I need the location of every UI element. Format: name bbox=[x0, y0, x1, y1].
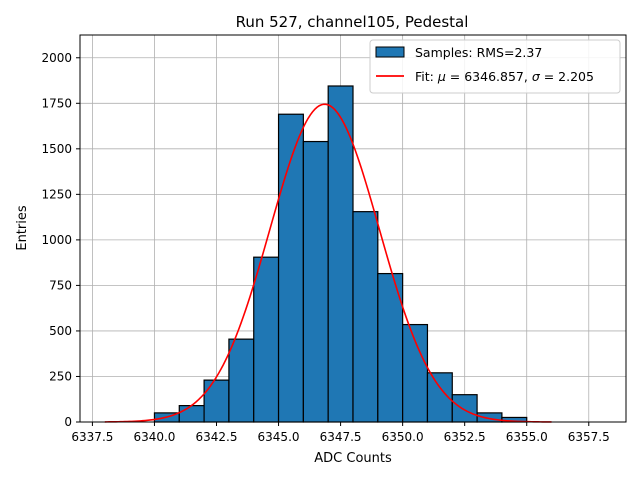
x-tick-label-1: 6340.0 bbox=[133, 430, 175, 444]
histogram-bar-3 bbox=[228, 338, 255, 423]
y-tick-label-7: 1750 bbox=[41, 96, 72, 110]
y-tick-label-2: 500 bbox=[49, 324, 72, 338]
histogram-bar-6 bbox=[302, 140, 329, 423]
histogram-bar-8 bbox=[352, 211, 379, 423]
plot-frame bbox=[79, 34, 627, 423]
legend-fit-mu-value: = 6346.857, bbox=[446, 69, 532, 84]
histogram-bars bbox=[153, 85, 528, 423]
x-tick-label-8: 6357.5 bbox=[568, 430, 610, 444]
histogram-bar-7 bbox=[327, 85, 354, 423]
histogram-bar-5 bbox=[277, 113, 304, 423]
legend-fit-sigma-symbol: σ bbox=[532, 69, 541, 84]
x-axis-ticks: 6337.5 6340.0 6342.5 6345.0 6347.5 6350.0 6352… bbox=[71, 422, 610, 444]
legend-swatch-samples bbox=[375, 46, 405, 58]
y-axis-label: Entries bbox=[15, 205, 30, 251]
histogram-bar-2 bbox=[203, 379, 230, 423]
y-tick-label-0: 0 bbox=[64, 415, 72, 429]
legend-label-fit: Fit: μ = 6346.857, σ = 2.205 bbox=[415, 69, 594, 84]
legend-fit-prefix: Fit: bbox=[415, 69, 438, 84]
legend-fit-sigma-value: = 2.205 bbox=[540, 69, 594, 84]
histogram-bar-1 bbox=[178, 405, 205, 423]
y-tick-label-3: 750 bbox=[49, 278, 72, 292]
y-tick-label-1: 250 bbox=[49, 369, 72, 383]
chart-title: Run 527, channel105, Pedestal bbox=[236, 13, 469, 31]
x-tick-label-4: 6347.5 bbox=[320, 430, 362, 444]
fit-curve-group bbox=[104, 103, 552, 423]
legend: Samples: RMS=2.37 Fit: μ = 6346.857, σ =… bbox=[369, 39, 621, 94]
x-axis-label: ADC Counts bbox=[314, 451, 392, 466]
fit-curve bbox=[104, 103, 552, 423]
x-tick-label-0: 6337.5 bbox=[71, 430, 113, 444]
legend-box bbox=[369, 39, 621, 94]
histogram-bar-12 bbox=[451, 394, 478, 423]
x-tick-label-3: 6345.0 bbox=[258, 430, 300, 444]
y-tick-label-6: 1500 bbox=[41, 142, 72, 156]
y-axis-ticks: 0 250 500 750 1000 1250 1500 1750 2000 bbox=[41, 51, 80, 429]
x-tick-label-5: 6350.0 bbox=[382, 430, 424, 444]
x-tick-label-6: 6352.5 bbox=[444, 430, 486, 444]
x-tick-label-2: 6342.5 bbox=[196, 430, 238, 444]
histogram-bar-4 bbox=[253, 256, 280, 423]
y-tick-label-8: 2000 bbox=[41, 51, 72, 65]
legend-label-samples: Samples: RMS=2.37 bbox=[415, 45, 542, 60]
y-tick-label-4: 1000 bbox=[41, 233, 72, 247]
y-tick-label-5: 1250 bbox=[41, 187, 72, 201]
legend-fit-mu-symbol: μ bbox=[437, 69, 446, 84]
x-tick-label-7: 6355.0 bbox=[506, 430, 548, 444]
